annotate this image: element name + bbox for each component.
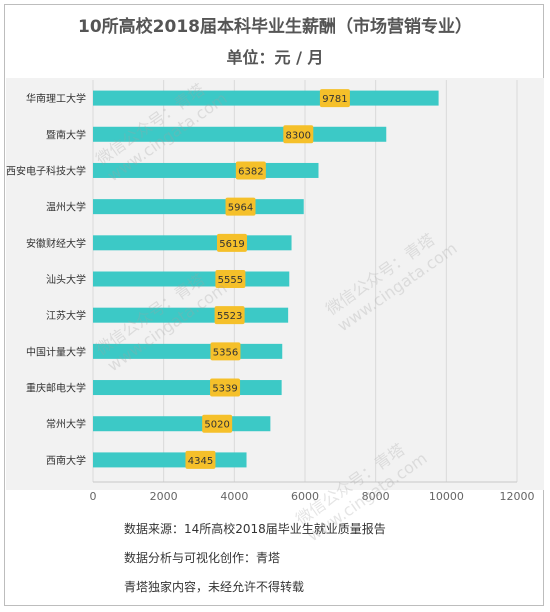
data-label: 8300 <box>286 130 311 141</box>
category-label: 常州大学 <box>46 418 86 431</box>
bar <box>93 235 292 251</box>
bar <box>93 452 247 468</box>
category-label: 西安电子科技大学 <box>6 164 86 177</box>
data-label: 5020 <box>204 420 229 431</box>
category-label: 温州大学 <box>46 201 86 214</box>
data-label-box <box>235 161 266 180</box>
data-label-box <box>202 414 233 433</box>
data-label: 9781 <box>322 94 347 105</box>
data-label: 5523 <box>217 311 242 322</box>
bar <box>93 162 319 178</box>
data-label-box <box>214 306 245 325</box>
bar <box>93 307 289 323</box>
category-label: 中国计量大学 <box>26 345 86 358</box>
data-label: 4345 <box>188 456 213 467</box>
x-tick-label: 0 <box>90 490 97 503</box>
category-label: 安徽财经大学 <box>26 237 86 250</box>
chart-notes: 数据来源：14所高校2018届毕业生就业质量报告 数据分析与可视化创作：青塔 青… <box>124 520 386 607</box>
credit-note: 数据分析与可视化创作：青塔 <box>124 551 281 565</box>
category-label: 西南大学 <box>46 454 86 467</box>
bar <box>93 126 387 142</box>
data-label: 5356 <box>213 347 238 358</box>
data-label: 5339 <box>212 384 237 395</box>
bar <box>93 343 283 359</box>
x-tick-label: 8000 <box>362 490 390 503</box>
data-label-box <box>283 125 314 144</box>
chart-title: 10所高校2018届本科毕业生薪酬（市场营销专业） <box>78 17 472 37</box>
data-label-box <box>210 378 241 397</box>
category-label: 重庆邮电大学 <box>26 382 86 395</box>
category-label: 江苏大学 <box>46 309 86 322</box>
data-label-box <box>215 270 246 288</box>
category-label: 华南理工大学 <box>26 92 86 105</box>
data-label: 6382 <box>238 166 263 177</box>
data-label: 5964 <box>228 203 253 214</box>
source-note: 数据来源：14所高校2018届毕业生就业质量报告 <box>124 522 386 536</box>
bar <box>93 199 304 215</box>
x-tick-label: 10000 <box>429 490 464 503</box>
x-tick-label: 2000 <box>150 490 178 503</box>
data-label-box <box>319 89 350 108</box>
data-label: 5619 <box>219 239 244 250</box>
data-label-box <box>185 450 216 469</box>
data-label-box <box>210 342 241 361</box>
bar <box>93 416 271 432</box>
data-label-box <box>216 233 247 252</box>
x-tick-label: 12000 <box>500 490 535 503</box>
chart-subtitle: 单位：元 / 月 <box>226 48 324 67</box>
x-tick-label: 6000 <box>291 490 319 503</box>
bar <box>93 90 439 106</box>
copyright-note: 青塔独家内容，未经允许不得转载 <box>124 580 305 594</box>
category-label: 暨南大学 <box>46 128 86 141</box>
data-label: 5555 <box>218 275 243 286</box>
x-tick-label: 4000 <box>220 490 248 503</box>
bar <box>93 271 290 287</box>
bar <box>93 380 282 396</box>
data-label-box <box>225 197 256 216</box>
category-label: 汕头大学 <box>46 273 86 286</box>
